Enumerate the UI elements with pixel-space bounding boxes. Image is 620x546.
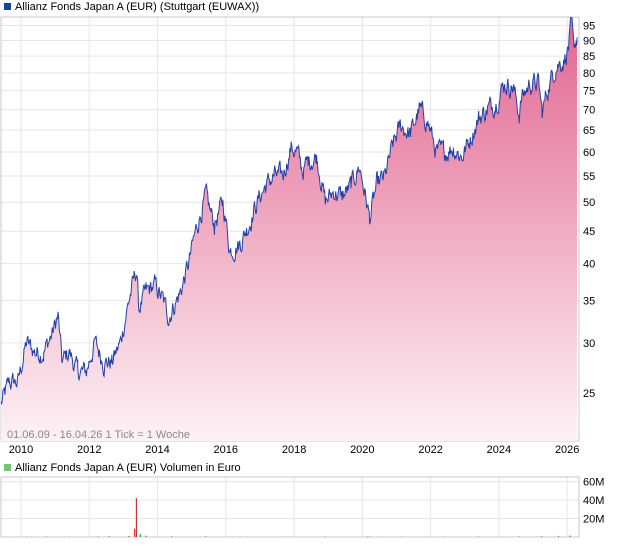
price-x-tick-label: 2012 bbox=[77, 444, 101, 456]
price-chart-title: Allianz Fonds Japan A (EUR) (Stuttgart (… bbox=[15, 1, 259, 13]
price-x-tick-label: 2016 bbox=[214, 444, 238, 456]
volume-bar bbox=[401, 536, 403, 537]
volume-bar bbox=[367, 536, 369, 537]
volume-bar bbox=[444, 536, 446, 537]
volume-chart-title: Allianz Fonds Japan A (EUR) Volumen in E… bbox=[15, 462, 241, 474]
price-y-tick-label: 65 bbox=[583, 125, 595, 137]
volume-y-tick-label: 20M bbox=[583, 514, 604, 526]
price-legend-swatch bbox=[4, 3, 11, 10]
price-y-tick-label: 40 bbox=[583, 259, 595, 271]
price-y-tick-label: 25 bbox=[583, 388, 595, 400]
price-x-axis: 2010 2012 2014 2016 2018 2020 2022 2024 2026 bbox=[9, 444, 580, 456]
volume-bar bbox=[45, 536, 48, 537]
price-x-tick-label: 2010 bbox=[9, 444, 33, 456]
volume-bar bbox=[540, 536, 543, 537]
price-y-tick-label: 30 bbox=[583, 338, 595, 350]
price-y-tick-label: 45 bbox=[583, 226, 595, 238]
price-area-fill bbox=[1, 17, 577, 441]
volume-bar bbox=[282, 536, 284, 537]
volume-bar bbox=[324, 536, 326, 537]
volume-bar bbox=[171, 536, 173, 537]
price-y-tick-label: 75 bbox=[583, 86, 595, 98]
price-y-tick-label: 80 bbox=[583, 68, 595, 80]
price-x-tick-label: 2026 bbox=[555, 444, 579, 456]
price-x-tick-label: 2014 bbox=[145, 444, 169, 456]
price-y-axis: 25 30 35 40 45 50 55 60 65 70 75 80 85 90 95 bbox=[583, 21, 595, 400]
volume-bar bbox=[25, 536, 28, 537]
volume-bar bbox=[135, 498, 138, 537]
price-y-tick-label: 90 bbox=[583, 35, 595, 47]
volume-legend-swatch bbox=[4, 464, 11, 471]
price-y-tick-label: 95 bbox=[583, 21, 595, 33]
price-x-tick-label: 2024 bbox=[487, 444, 511, 456]
volume-bar bbox=[108, 536, 110, 537]
volume-y-tick-label: 60M bbox=[583, 477, 604, 489]
price-y-tick-label: 85 bbox=[583, 51, 595, 63]
volume-y-tick-label: 40M bbox=[583, 495, 604, 507]
volume-bar bbox=[205, 536, 207, 537]
price-x-tick-label: 2022 bbox=[418, 444, 442, 456]
volume-bars bbox=[25, 498, 571, 537]
price-y-tick-label: 70 bbox=[583, 105, 595, 117]
price-series-line bbox=[1, 17, 578, 405]
volume-bar bbox=[145, 535, 147, 537]
price-x-tick-label: 2020 bbox=[350, 444, 374, 456]
volume-bar bbox=[557, 535, 560, 537]
date-range-footer: 01.06.09 - 16.04.26 1 Tick = 1 Woche bbox=[7, 429, 190, 441]
price-y-tick-label: 35 bbox=[583, 295, 595, 307]
price-y-tick-label: 60 bbox=[583, 147, 595, 159]
price-y-tick-label: 55 bbox=[583, 171, 595, 183]
price-x-tick-label: 2018 bbox=[282, 444, 306, 456]
volume-bar bbox=[139, 534, 141, 537]
volume-gridlines bbox=[1, 477, 579, 537]
volume-bar bbox=[134, 528, 136, 537]
volume-y-axis: 20M 40M 60M bbox=[583, 477, 604, 526]
volume-bar bbox=[478, 536, 480, 537]
price-y-tick-label: 50 bbox=[583, 197, 595, 209]
volume-bar bbox=[569, 535, 571, 537]
volume-plot-frame bbox=[0, 476, 580, 538]
volume-bar bbox=[97, 536, 99, 537]
volume-bar bbox=[239, 536, 241, 537]
volume-bar bbox=[128, 536, 130, 537]
volume-bar bbox=[518, 536, 520, 537]
volume-bar bbox=[68, 536, 70, 537]
